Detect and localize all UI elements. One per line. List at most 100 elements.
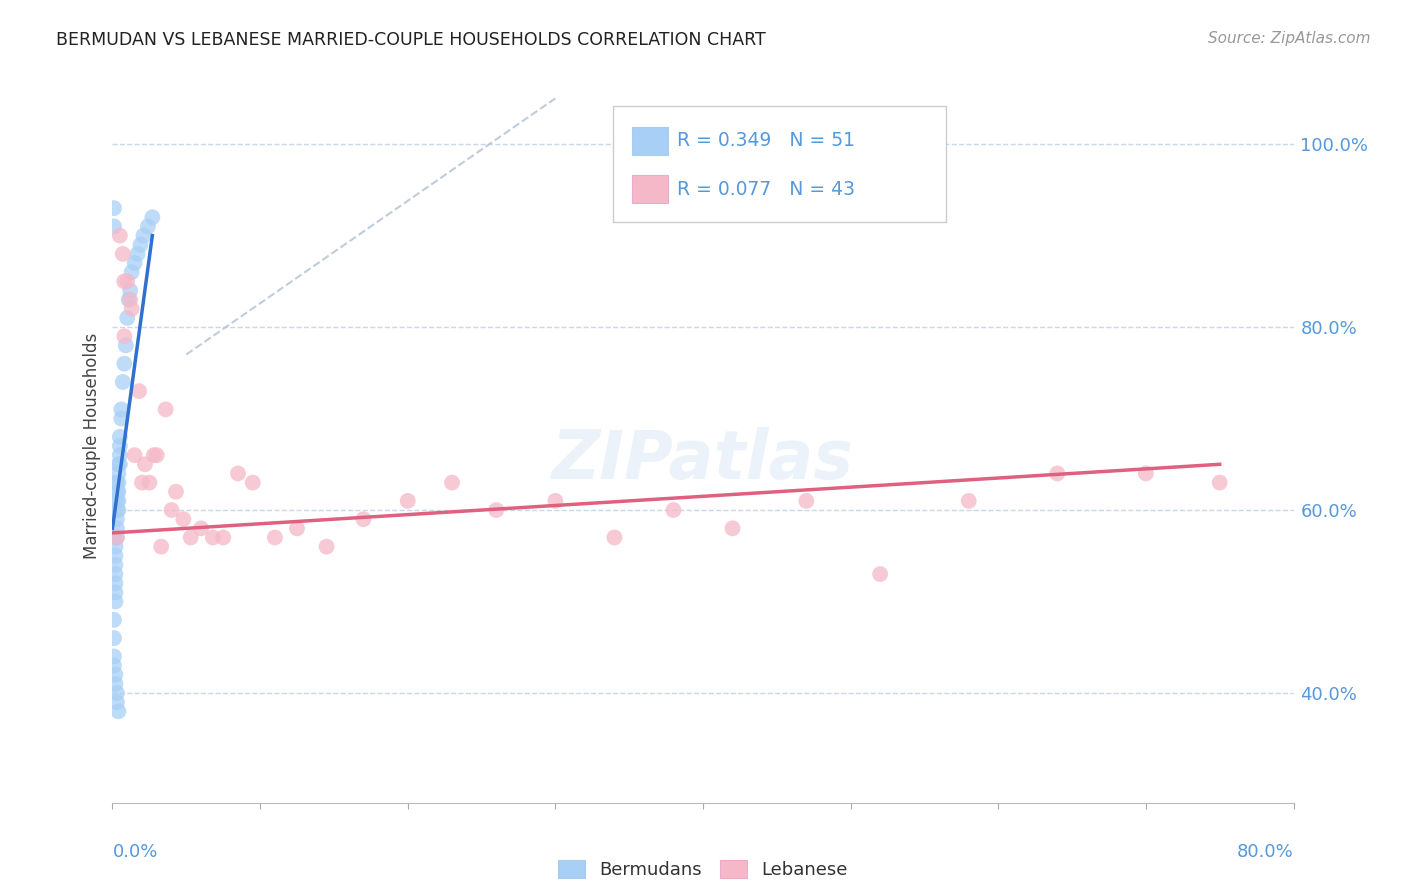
Point: [103, 649, 125, 664]
Point: [104, 540, 127, 554]
Point: [105, 531, 128, 545]
Point: [129, 237, 152, 252]
Point: [141, 211, 163, 225]
Point: [110, 402, 132, 417]
Point: [212, 531, 235, 545]
Point: [105, 521, 128, 535]
Point: [441, 475, 464, 490]
Point: [721, 521, 744, 535]
Point: [201, 531, 224, 545]
Point: [796, 494, 818, 508]
Point: [107, 467, 129, 481]
Point: [242, 475, 264, 490]
Point: [103, 613, 125, 627]
Point: [315, 540, 337, 554]
Point: [190, 521, 212, 535]
Point: [172, 512, 194, 526]
Y-axis label: Married-couple Households: Married-couple Households: [83, 333, 101, 559]
Point: [105, 503, 128, 517]
Point: [108, 228, 131, 243]
Point: [142, 448, 165, 462]
Text: 80.0%: 80.0%: [1237, 843, 1294, 861]
Point: [104, 576, 127, 591]
Point: [105, 494, 128, 508]
Point: [869, 567, 891, 582]
Point: [107, 704, 129, 718]
Point: [112, 274, 135, 288]
Point: [103, 219, 125, 234]
Point: [103, 631, 125, 645]
Point: [155, 402, 177, 417]
Point: [124, 256, 146, 270]
Point: [146, 448, 169, 462]
Point: [112, 329, 135, 343]
Point: [105, 531, 128, 545]
Point: [120, 284, 142, 298]
Point: [105, 695, 128, 709]
Point: [111, 375, 134, 389]
Point: [165, 484, 187, 499]
Point: [124, 448, 146, 462]
Point: [104, 549, 127, 563]
Point: [107, 503, 129, 517]
Point: [131, 475, 153, 490]
Point: [264, 531, 287, 545]
Point: [132, 228, 155, 243]
Text: R = 0.077   N = 43: R = 0.077 N = 43: [676, 179, 855, 199]
Point: [603, 531, 626, 545]
Point: [1046, 467, 1069, 481]
Point: [103, 201, 125, 215]
Point: [104, 594, 127, 608]
Text: Source: ZipAtlas.com: Source: ZipAtlas.com: [1208, 31, 1371, 46]
Point: [108, 458, 131, 472]
Point: [105, 475, 128, 490]
Point: [111, 247, 134, 261]
Point: [104, 585, 127, 599]
Point: [104, 677, 127, 691]
Point: [128, 384, 150, 398]
Point: [150, 540, 173, 554]
Point: [180, 531, 202, 545]
Point: [127, 247, 149, 261]
Point: [104, 531, 127, 545]
Point: [134, 458, 156, 472]
Point: [160, 503, 183, 517]
Point: [226, 467, 249, 481]
Point: [1135, 467, 1157, 481]
Point: [120, 293, 142, 307]
Point: [138, 475, 160, 490]
Text: R = 0.349   N = 51: R = 0.349 N = 51: [676, 131, 855, 151]
Point: [662, 503, 685, 517]
Point: [117, 274, 138, 288]
Point: [121, 301, 143, 316]
Point: [1208, 475, 1232, 490]
Text: BERMUDAN VS LEBANESE MARRIED-COUPLE HOUSEHOLDS CORRELATION CHART: BERMUDAN VS LEBANESE MARRIED-COUPLE HOUS…: [56, 31, 766, 49]
Point: [104, 558, 127, 572]
Point: [107, 458, 129, 472]
Point: [121, 265, 143, 279]
Point: [107, 475, 129, 490]
Point: [103, 658, 125, 673]
Point: [104, 567, 127, 582]
Point: [104, 667, 127, 681]
Point: [112, 357, 135, 371]
Text: 0.0%: 0.0%: [112, 843, 157, 861]
Point: [105, 512, 128, 526]
Point: [352, 512, 374, 526]
Point: [957, 494, 980, 508]
Point: [544, 494, 567, 508]
Point: [110, 411, 132, 425]
Point: [108, 439, 131, 453]
Point: [105, 686, 128, 700]
Point: [107, 484, 129, 499]
Point: [114, 338, 136, 352]
Point: [108, 448, 131, 462]
Point: [118, 293, 141, 307]
Point: [396, 494, 419, 508]
Point: [107, 494, 129, 508]
Point: [136, 219, 159, 234]
Point: [485, 503, 508, 517]
Point: [105, 484, 128, 499]
Text: ZIPatlas: ZIPatlas: [553, 427, 853, 493]
Point: [108, 430, 131, 444]
